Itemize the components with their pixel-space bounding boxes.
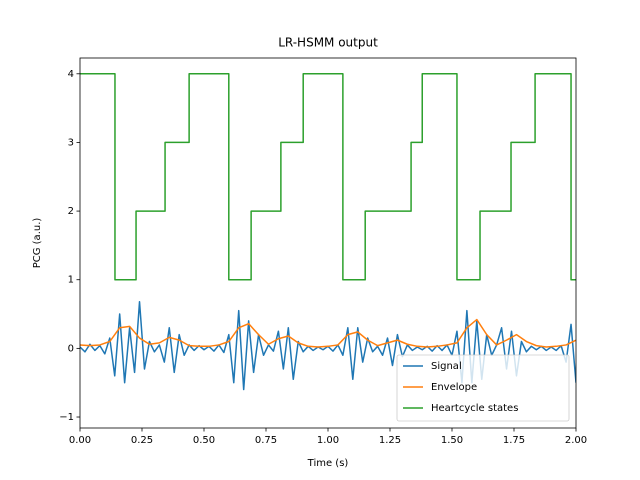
y-tick-label: 2 — [68, 206, 74, 217]
y-tick-label: 4 — [68, 69, 74, 80]
x-tick-label: 0.50 — [193, 435, 215, 446]
legend-box — [396, 354, 570, 422]
y-tick-label: 3 — [68, 137, 74, 148]
x-tick-label: 0.75 — [255, 435, 277, 446]
x-tick-label: 1.50 — [441, 435, 463, 446]
legend-label: Envelope — [431, 382, 477, 393]
plot-area — [80, 73, 576, 391]
chart-title: LR-HSMM output — [278, 36, 378, 50]
x-tick-label: 0.00 — [69, 435, 91, 446]
x-tick-label: 2.00 — [565, 435, 587, 446]
legend-label: Signal — [431, 361, 462, 372]
x-axis-label: Time (s) — [307, 458, 349, 469]
y-tick-label: 0 — [68, 343, 74, 354]
x-tick-label: 0.25 — [131, 435, 153, 446]
series-line — [80, 73, 576, 281]
legend: Signal Envelope Heartcycle states — [396, 354, 570, 422]
legend-label: Heartcycle states — [431, 403, 518, 414]
x-tick-label: 1.00 — [317, 435, 339, 446]
x-tick-label: 1.75 — [503, 435, 525, 446]
y-axis-label: PCG (a.u.) — [32, 218, 43, 269]
y-tick-label: 1 — [68, 275, 74, 286]
x-tick-label: 1.25 — [379, 435, 401, 446]
series-line — [80, 318, 576, 348]
y-tick-label: −1 — [59, 412, 74, 423]
